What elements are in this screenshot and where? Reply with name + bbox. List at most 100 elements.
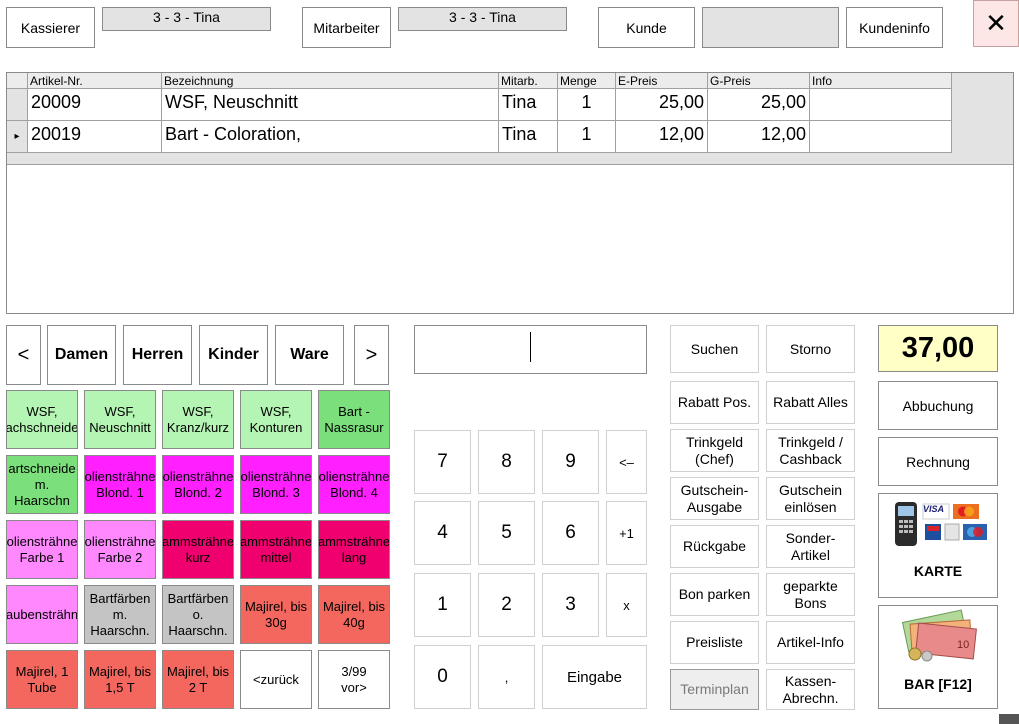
article-tile[interactable]: WSF, achschneide <box>6 390 78 449</box>
article-tile[interactable]: Majirel, 1 Tube <box>6 650 78 709</box>
numpad-backspace[interactable]: <– <box>606 430 647 494</box>
park-receipt-button[interactable]: Bon parken <box>670 573 759 616</box>
article-tile[interactable]: Majirel, bis 30g <box>240 585 312 644</box>
category-damen-button[interactable]: Damen <box>47 325 116 385</box>
row-selector-current[interactable]: ▸ <box>7 121 28 153</box>
article-tile[interactable]: ammsträhne mittel <box>240 520 312 579</box>
return-button[interactable]: Rückgabe <box>670 525 759 568</box>
table-cell-eprice[interactable]: 12,00 <box>616 121 708 153</box>
numpad-5[interactable]: 5 <box>478 501 535 565</box>
category-herren-button[interactable]: Herren <box>123 325 192 385</box>
discount-all-button[interactable]: Rabatt Alles <box>766 381 855 424</box>
article-tile[interactable]: ammsträhne lang <box>318 520 390 579</box>
table-cell-info[interactable] <box>810 89 952 121</box>
article-tile[interactable]: WSF, Neuschnitt <box>84 390 156 449</box>
close-button[interactable]: ✕ <box>973 0 1019 47</box>
cashier-button[interactable]: Kassierer <box>6 7 95 48</box>
article-tile[interactable]: oliensträhne Blond. 3 <box>240 455 312 514</box>
table-cell-nr[interactable]: 20009 <box>28 89 162 121</box>
search-button[interactable]: Suchen <box>670 325 759 373</box>
discount-position-button[interactable]: Rabatt Pos. <box>670 381 759 424</box>
article-tile[interactable]: Majirel, bis 40g <box>318 585 390 644</box>
cash-report-button[interactable]: Kassen- Abrechn. <box>766 669 855 710</box>
direct-debit-button[interactable]: Abbuchung <box>878 381 998 430</box>
numpad-plus-one[interactable]: +1 <box>606 501 647 565</box>
col-header-artikel-nr[interactable]: Artikel-Nr. <box>28 73 162 89</box>
table-cell-nr[interactable]: 20019 <box>28 121 162 153</box>
category-ware-button[interactable]: Ware <box>275 325 344 385</box>
numpad-enter[interactable]: Eingabe <box>542 645 647 709</box>
numpad-2[interactable]: 2 <box>478 573 535 637</box>
customer-info-button[interactable]: Kundeninfo <box>846 7 943 48</box>
table-cell-name[interactable]: Bart - Coloration, <box>162 121 499 153</box>
table-cell-info[interactable] <box>810 121 952 153</box>
numpad-8[interactable]: 8 <box>478 430 535 494</box>
storno-button[interactable]: Storno <box>766 325 855 373</box>
article-tile[interactable]: Majirel, bis 1,5 T <box>84 650 156 709</box>
amount-input[interactable] <box>414 325 647 374</box>
col-header-g-preis[interactable]: G-Preis <box>708 73 810 89</box>
voucher-issue-button[interactable]: Gutschein- Ausgabe <box>670 477 759 520</box>
tiles-next-page-button[interactable]: 3/99 vor> <box>318 650 390 709</box>
article-info-button[interactable]: Artikel-Info <box>766 621 855 664</box>
table-cell-qty[interactable]: 1 <box>558 89 616 121</box>
article-tile[interactable]: artschneide m. Haarschn <box>6 455 78 514</box>
table-cell-emp[interactable]: Tina <box>499 121 558 153</box>
article-tile[interactable]: oliensträhne Blond. 4 <box>318 455 390 514</box>
article-tile[interactable]: aubensträhn <box>6 585 78 644</box>
numpad-0[interactable]: 0 <box>414 645 471 709</box>
schedule-button[interactable]: Terminplan <box>670 669 759 710</box>
col-header-menge[interactable]: Menge <box>558 73 616 89</box>
parked-receipts-button[interactable]: geparkte Bons <box>766 573 855 616</box>
table-cell-eprice[interactable]: 25,00 <box>616 89 708 121</box>
numpad-6[interactable]: 6 <box>542 501 599 565</box>
numpad-7[interactable]: 7 <box>414 430 471 494</box>
category-prev-button[interactable]: < <box>6 325 41 385</box>
table-cell-emp[interactable]: Tina <box>499 89 558 121</box>
numpad-1[interactable]: 1 <box>414 573 471 637</box>
article-tile[interactable]: ammsträhne kurz <box>162 520 234 579</box>
numpad-9[interactable]: 9 <box>542 430 599 494</box>
numpad-4[interactable]: 4 <box>414 501 471 565</box>
card-payment-button[interactable]: VISA KARTE <box>878 493 998 598</box>
article-tile[interactable]: oliensträhne Blond. 2 <box>162 455 234 514</box>
article-tile[interactable]: oliensträhne Farbe 2 <box>84 520 156 579</box>
row-header-corner <box>7 73 28 89</box>
article-tile[interactable]: Majirel, bis 2 T <box>162 650 234 709</box>
article-tile[interactable]: WSF, Kranz/kurz <box>162 390 234 449</box>
tiles-back-button[interactable]: <zurück <box>240 650 312 709</box>
article-tile[interactable]: Bart - Nassrasur <box>318 390 390 449</box>
table-cell-qty[interactable]: 1 <box>558 121 616 153</box>
row-selector[interactable] <box>7 89 28 121</box>
article-tile[interactable]: WSF, Konturen <box>240 390 312 449</box>
col-header-info[interactable]: Info <box>810 73 952 89</box>
order-table[interactable]: Artikel-Nr. Bezeichnung Mitarb. Menge E-… <box>6 72 1014 314</box>
article-tile[interactable]: oliensträhne Blond. 1 <box>84 455 156 514</box>
resize-grip[interactable] <box>999 714 1019 724</box>
tip-cashback-button[interactable]: Trinkgeld / Cashback <box>766 429 855 472</box>
tip-boss-button[interactable]: Trinkgeld (Chef) <box>670 429 759 472</box>
table-cell-name[interactable]: WSF, Neuschnitt <box>162 89 499 121</box>
category-kinder-button[interactable]: Kinder <box>199 325 268 385</box>
price-list-button[interactable]: Preisliste <box>670 621 759 664</box>
col-header-bezeichnung[interactable]: Bezeichnung <box>162 73 499 89</box>
close-icon: ✕ <box>985 8 1007 38</box>
article-tile[interactable]: Bartfärben o. Haarschn. <box>162 585 234 644</box>
col-header-e-preis[interactable]: E-Preis <box>616 73 708 89</box>
cash-payment-button[interactable]: 10 BAR [F12] <box>878 605 998 709</box>
numpad-comma[interactable]: , <box>478 645 535 709</box>
customer-button[interactable]: Kunde <box>598 7 695 48</box>
article-tile[interactable]: Bartfärben m. Haarschn. <box>84 585 156 644</box>
invoice-button[interactable]: Rechnung <box>878 437 998 486</box>
voucher-redeem-button[interactable]: Gutschein einlösen <box>766 477 855 520</box>
numpad-3[interactable]: 3 <box>542 573 599 637</box>
category-next-button[interactable]: > <box>354 325 389 385</box>
table-empty-area[interactable] <box>7 164 1013 313</box>
table-cell-gprice[interactable]: 25,00 <box>708 89 810 121</box>
article-tile[interactable]: oliensträhne Farbe 1 <box>6 520 78 579</box>
numpad-multiply[interactable]: x <box>606 573 647 637</box>
col-header-mitarb[interactable]: Mitarb. <box>499 73 558 89</box>
table-cell-gprice[interactable]: 12,00 <box>708 121 810 153</box>
employee-button[interactable]: Mitarbeiter <box>302 7 391 48</box>
special-article-button[interactable]: Sonder- Artikel <box>766 525 855 568</box>
